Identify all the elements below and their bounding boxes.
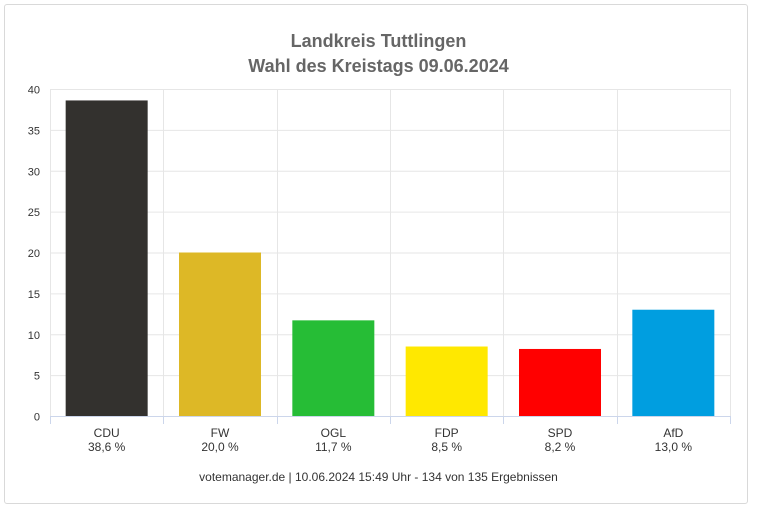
bar-cdu [65,100,148,416]
y-tick-label: 15 [28,289,40,301]
x-value-label: 8,2 % [545,440,576,454]
bar-ogl [292,320,375,416]
chart-subtitle: Wahl des Kreistags 09.06.2024 [248,56,509,76]
y-tick-label: 10 [28,330,40,342]
bar-spd [519,348,601,416]
y-tick-label: 40 [28,85,40,97]
bar-fw [179,252,261,416]
x-category-label: FW [211,426,230,440]
x-category-label: CDU [94,426,120,440]
bar-fdp [405,346,488,416]
x-value-label: 20,0 % [201,440,239,454]
x-value-label: 13,0 % [655,440,693,454]
x-category-label: FDP [435,426,459,440]
x-value-label: 8,5 % [431,440,462,454]
y-tick-label: 5 [34,371,40,383]
chart-title: Landkreis Tuttlingen [290,31,467,51]
x-category-label: AfD [663,426,683,440]
x-value-label: 11,7 % [315,440,352,454]
chart-footer: votemanager.de | 10.06.2024 15:49 Uhr - … [199,470,558,484]
x-category-label: SPD [548,426,573,440]
y-tick-label: 25 [28,207,40,219]
bar-afd [632,309,715,416]
y-tick-label: 0 [34,412,40,424]
x-value-label: 38,6 % [88,440,126,454]
y-tick-label: 35 [28,125,40,137]
y-tick-label: 30 [28,166,40,178]
y-tick-label: 20 [28,248,40,260]
x-category-label: OGL [321,426,347,440]
